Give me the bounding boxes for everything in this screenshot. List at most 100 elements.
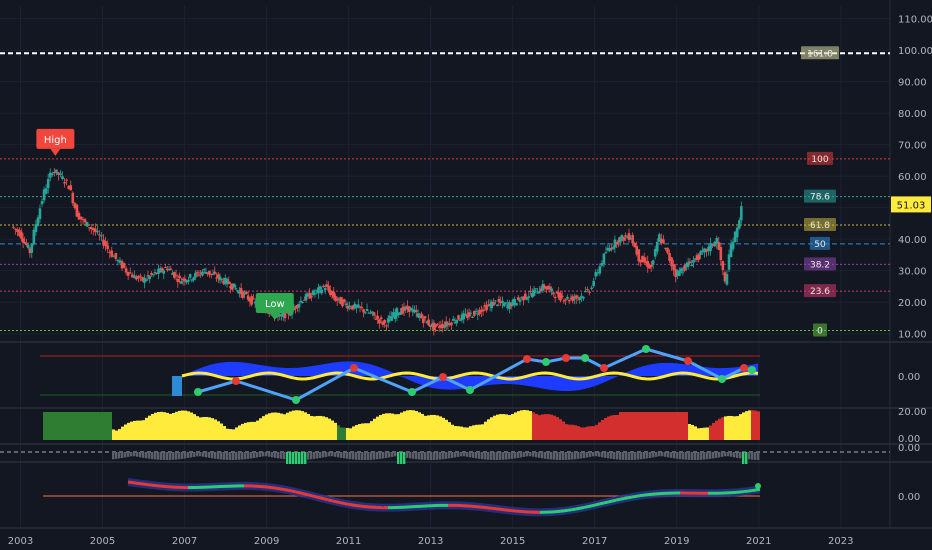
hist-bar xyxy=(415,452,418,460)
hist-bar xyxy=(280,452,283,459)
candle-body xyxy=(218,276,222,281)
candle-body xyxy=(467,312,471,317)
candle-body xyxy=(180,281,183,284)
strength-bar xyxy=(127,422,130,440)
hist-bar xyxy=(631,452,634,460)
x-tick-label: 2003 xyxy=(8,536,33,547)
strength-bar xyxy=(424,415,427,440)
candle-body xyxy=(126,271,130,276)
strength-bar xyxy=(673,412,676,440)
hist-bar xyxy=(739,452,742,459)
candle-body xyxy=(48,172,52,178)
candle-body xyxy=(94,228,97,233)
candle-body xyxy=(294,306,297,309)
strength-bar xyxy=(199,417,202,440)
candle-body xyxy=(695,255,699,260)
strength-bar xyxy=(124,424,127,440)
candle-body xyxy=(531,292,534,298)
hist-bar xyxy=(580,452,583,459)
strength-bar xyxy=(253,421,256,440)
hist-bar xyxy=(664,452,667,457)
candle-body xyxy=(194,272,197,278)
hist-bar xyxy=(421,452,424,460)
strength-bar xyxy=(643,412,646,440)
x-tick-label: 2011 xyxy=(336,536,361,547)
candle-body xyxy=(502,303,506,307)
candle-body xyxy=(390,316,393,321)
strength-bar xyxy=(271,412,274,440)
candle-body xyxy=(176,279,180,283)
candle-body xyxy=(250,296,253,305)
candle-body xyxy=(567,299,571,302)
strength-bar xyxy=(556,417,559,440)
strength-bar xyxy=(649,412,652,440)
candle-body xyxy=(164,266,167,268)
last-price-box xyxy=(891,196,931,213)
y-tick-label: 70.00 xyxy=(898,141,927,152)
hist-bar xyxy=(397,452,400,464)
hist-bar xyxy=(568,452,571,460)
strength-bar xyxy=(349,428,352,440)
candle-body xyxy=(646,260,650,268)
candle-body xyxy=(55,169,58,174)
hist-bar xyxy=(454,452,457,458)
candle-body xyxy=(246,295,250,300)
hist-bar xyxy=(382,452,385,459)
strength-bar xyxy=(613,414,616,440)
candle-body xyxy=(499,301,502,303)
strength-bar xyxy=(286,412,289,440)
candle-body xyxy=(644,262,648,264)
x-tick-label: 2013 xyxy=(418,536,443,547)
strength-bar xyxy=(682,412,685,440)
candle-body xyxy=(515,303,518,306)
strength-bar xyxy=(487,419,490,440)
candle-body xyxy=(386,318,390,323)
macd-line-segment xyxy=(303,492,309,497)
candle-body xyxy=(112,256,116,258)
y-tick-label: 90.00 xyxy=(898,78,927,89)
candle-body xyxy=(562,300,566,302)
candle-body xyxy=(439,325,443,328)
candle-body xyxy=(443,325,446,328)
candle-body xyxy=(681,271,685,273)
hist-bar xyxy=(604,452,607,458)
strength-bar xyxy=(658,412,661,440)
strength-bar xyxy=(619,412,622,440)
hist-bar xyxy=(556,452,559,460)
hist-bar xyxy=(325,452,328,457)
candle-body xyxy=(686,262,690,267)
hist-bar xyxy=(115,452,118,459)
macd-line-segment xyxy=(635,494,641,498)
candle-body xyxy=(480,309,483,312)
candle-body xyxy=(637,249,641,262)
candle-body xyxy=(423,316,427,319)
hist-bar xyxy=(253,452,256,458)
candle-body xyxy=(155,272,159,274)
x-tick-label: 2005 xyxy=(90,536,115,547)
strength-bar xyxy=(382,413,385,440)
candle-body xyxy=(490,301,494,309)
candle-body xyxy=(699,251,702,255)
candle-body xyxy=(400,307,404,314)
hist-bar xyxy=(595,452,598,457)
candle-body xyxy=(709,243,712,252)
strength-bar xyxy=(355,425,358,440)
candle-body xyxy=(128,272,132,274)
macd-band xyxy=(128,478,760,517)
x-tick-label: 2017 xyxy=(582,536,607,547)
candle-body xyxy=(227,281,231,285)
macd-line-segment xyxy=(271,486,277,490)
candle-body xyxy=(53,172,56,174)
strength-bar xyxy=(295,410,298,440)
candle-body xyxy=(57,172,60,176)
strength-bar xyxy=(754,410,757,440)
macd-line-segment xyxy=(287,488,293,493)
hist-bar xyxy=(661,452,664,457)
candle-body xyxy=(320,289,324,294)
hist-bar xyxy=(619,452,622,460)
candle-body xyxy=(506,304,509,309)
hist-bar xyxy=(352,452,355,460)
macd-line-segment xyxy=(291,489,297,494)
hist-bar xyxy=(190,452,193,458)
candle-body xyxy=(110,250,114,257)
